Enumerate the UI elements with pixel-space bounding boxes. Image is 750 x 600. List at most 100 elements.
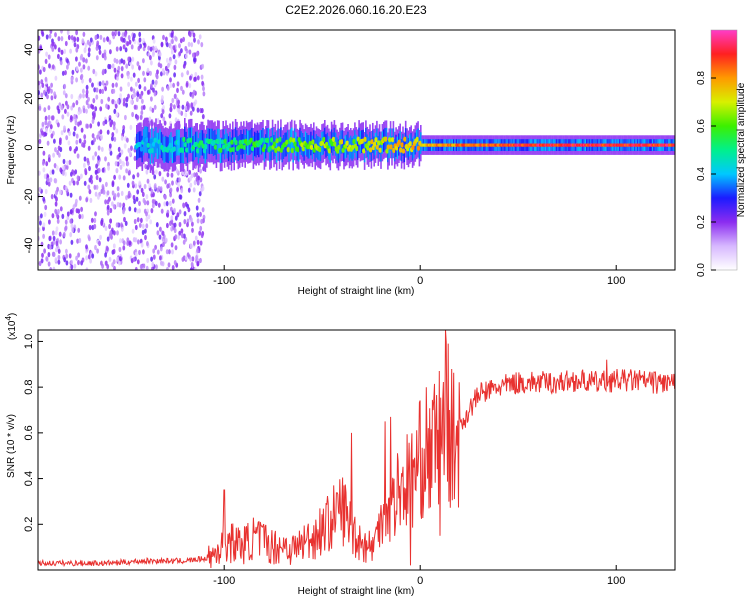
noise-cell <box>126 41 130 47</box>
noise-cell <box>63 257 67 263</box>
noise-cell <box>119 93 122 99</box>
noise-cell <box>76 153 80 159</box>
band-core <box>272 141 277 147</box>
noise-cell <box>132 237 136 243</box>
noise-cell <box>93 184 97 190</box>
noise-cell <box>173 207 176 213</box>
noise-cell <box>73 42 77 48</box>
noise-cell <box>75 100 79 106</box>
noise-cell <box>129 124 133 130</box>
noise-cell <box>51 169 55 175</box>
noise-cell <box>85 89 89 95</box>
noise-cell <box>158 234 162 240</box>
noise-cell <box>49 267 53 270</box>
noise-cell <box>54 208 58 214</box>
noise-cell <box>81 38 85 44</box>
chart-title: C2E2.2026.060.16.20.E23 <box>285 3 427 17</box>
noise-cell <box>137 77 141 83</box>
noise-cell <box>118 256 122 262</box>
noise-cell <box>49 30 53 34</box>
noise-cell <box>187 187 191 193</box>
band-core <box>366 145 370 151</box>
spectrogram-x-label: Height of straight line (km) <box>298 286 415 297</box>
band-core <box>223 138 227 144</box>
noise-cell <box>91 253 95 259</box>
noise-cell <box>83 139 87 145</box>
noise-cell <box>60 49 64 55</box>
noise-cell <box>193 57 196 63</box>
noise-cell <box>118 152 122 158</box>
noise-cell <box>164 179 168 185</box>
noise-cell <box>163 194 167 200</box>
noise-cell <box>82 57 86 63</box>
noise-cell <box>96 40 100 46</box>
noise-cell <box>78 213 82 220</box>
band-core <box>308 140 313 147</box>
noise-cell <box>51 64 55 70</box>
noise-cell <box>184 255 188 261</box>
noise-cell <box>104 86 107 92</box>
noise-cell <box>76 238 79 244</box>
multiplier-prefix: (x10 <box>7 320 18 340</box>
noise-cell <box>106 236 110 242</box>
noise-cell <box>79 55 83 61</box>
noise-cell <box>49 124 53 130</box>
noise-cell <box>150 208 154 214</box>
noise-cell <box>186 70 190 76</box>
noise-cell <box>72 102 75 108</box>
noise-cell <box>152 254 156 260</box>
noise-cell <box>201 207 205 213</box>
noise-cell <box>134 224 138 231</box>
noise-cell <box>191 256 195 262</box>
noise-cell <box>126 137 129 143</box>
noise-cell <box>62 165 65 171</box>
noise-cell <box>196 212 200 218</box>
noise-cell <box>120 73 124 79</box>
noise-cell <box>72 131 76 137</box>
noise-cell <box>103 55 107 61</box>
noise-cell <box>51 230 55 236</box>
noise-cell <box>45 127 48 133</box>
band-core <box>234 140 238 146</box>
noise-cell <box>171 97 175 104</box>
noise-cell <box>56 186 59 192</box>
noise-cell <box>40 258 44 264</box>
noise-cell <box>143 77 147 83</box>
noise-cell <box>154 244 158 250</box>
noise-cell <box>166 85 170 91</box>
noise-cell <box>128 240 132 246</box>
noise-cell <box>154 79 158 85</box>
noise-cell <box>163 120 167 126</box>
noise-cell <box>192 52 195 58</box>
noise-cell <box>133 155 137 161</box>
noise-cell <box>46 177 50 183</box>
noise-cell <box>54 257 58 263</box>
noise-cell <box>118 174 122 180</box>
noise-cell <box>44 188 48 195</box>
noise-cell <box>85 58 88 64</box>
noise-cell <box>153 184 157 190</box>
band-core <box>278 136 282 142</box>
noise-cell <box>122 161 126 167</box>
noise-cell <box>59 167 63 173</box>
noise-cell <box>137 239 140 245</box>
noise-cell <box>120 226 124 232</box>
noise-cell <box>136 217 140 223</box>
noise-cell <box>136 189 140 195</box>
noise-cell <box>38 186 42 193</box>
noise-cell <box>113 174 116 180</box>
y-tick-label: 0.8 <box>23 379 35 394</box>
noise-cell <box>174 117 178 123</box>
band-core <box>322 136 326 143</box>
noise-cell <box>89 197 93 203</box>
noise-cell <box>106 210 110 216</box>
noise-cell <box>150 188 154 195</box>
noise-cell <box>122 125 126 131</box>
noise-cell <box>82 64 86 70</box>
noise-cell <box>61 213 65 219</box>
noise-cell <box>141 223 145 229</box>
noise-cell <box>200 74 204 80</box>
noise-cell <box>115 128 119 134</box>
noise-cell <box>97 155 100 161</box>
noise-cell <box>50 115 54 121</box>
